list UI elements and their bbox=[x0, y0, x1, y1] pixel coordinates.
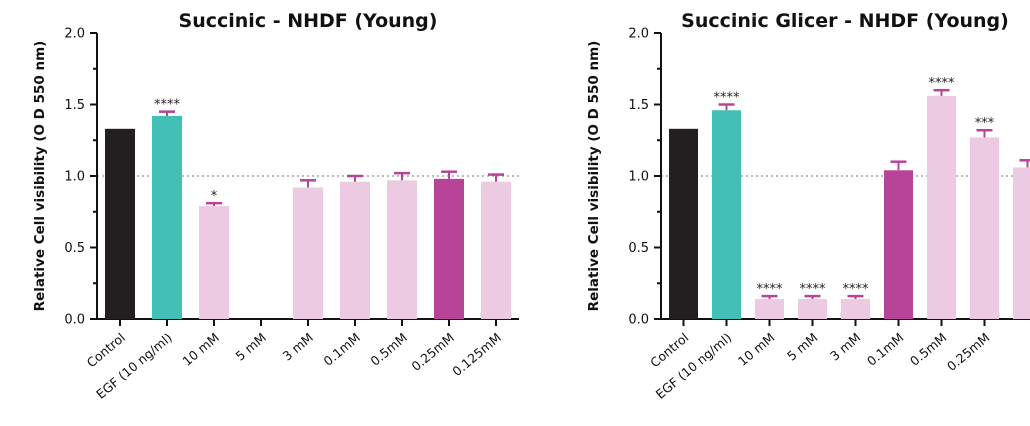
x-tick-label: 0.5mM bbox=[367, 330, 409, 369]
x-tick-label: 0.25mM bbox=[944, 330, 993, 374]
y-tick-label: 0.5 bbox=[628, 241, 649, 256]
y-tick-label: 0.5 bbox=[64, 241, 85, 256]
chart-succinic: Succinic - NHDF (Young) Relative Cell vis… bbox=[32, 10, 519, 402]
y-tick-label: 1.0 bbox=[64, 170, 85, 185]
significance-label: * bbox=[211, 189, 218, 204]
x-tick-label: 0.1mM bbox=[320, 330, 362, 369]
y-tick-label: 2.0 bbox=[628, 27, 649, 42]
x-tick-label: 10 mM bbox=[735, 330, 777, 369]
y-axis-label: Relative Cell visibility (O D 550 nm) bbox=[32, 41, 48, 312]
bar bbox=[798, 298, 827, 319]
significance-label: **** bbox=[154, 98, 181, 113]
bar bbox=[434, 178, 464, 319]
bar bbox=[841, 298, 870, 319]
bar bbox=[105, 128, 135, 319]
bar bbox=[293, 187, 323, 319]
chart-title: Succinic Glicer - NHDF (Young) bbox=[681, 10, 1009, 32]
x-tick-label: 5 mM bbox=[233, 330, 269, 364]
x-tick-label: 0.125mM bbox=[449, 330, 504, 379]
bar bbox=[712, 110, 741, 319]
bar bbox=[1013, 167, 1030, 319]
bar bbox=[927, 95, 956, 319]
x-tick-label: Control bbox=[84, 330, 128, 371]
significance-label: **** bbox=[843, 282, 870, 297]
bar bbox=[152, 115, 182, 319]
bar bbox=[199, 206, 229, 319]
x-tick-label: EGF (10 ng/ml) bbox=[653, 330, 735, 402]
significance-label: **** bbox=[929, 76, 956, 91]
chart-succinic-glicer: Succinic Glicer - NHDF (Young) Relative C… bbox=[586, 10, 1030, 402]
bar bbox=[669, 128, 698, 319]
y-tick-label: 1.0 bbox=[628, 170, 649, 185]
x-tick-label: 10 mM bbox=[179, 330, 221, 369]
y-tick-label: 1.5 bbox=[628, 98, 649, 113]
bar bbox=[340, 181, 370, 319]
bar bbox=[481, 181, 511, 319]
x-tick-label: 0.1mM bbox=[864, 330, 906, 369]
significance-label: **** bbox=[714, 91, 741, 106]
y-tick-label: 2.0 bbox=[64, 27, 85, 42]
significance-label: **** bbox=[757, 282, 784, 297]
x-tick-label: 3 mM bbox=[827, 330, 863, 364]
y-tick-label: 0.0 bbox=[628, 313, 649, 328]
significance-label: *** bbox=[975, 116, 995, 131]
bar bbox=[884, 170, 913, 319]
y-tick-label: 0.0 bbox=[64, 313, 85, 328]
bar bbox=[755, 298, 784, 319]
y-axis-label: Relative Cell visibility (O D 550 nm) bbox=[586, 41, 602, 312]
significance-label: **** bbox=[800, 282, 827, 297]
bar bbox=[387, 180, 417, 319]
bar bbox=[970, 137, 999, 319]
x-tick-label: 3 mM bbox=[280, 330, 316, 364]
chart-title: Succinic - NHDF (Young) bbox=[179, 10, 438, 32]
x-tick-label: 5 mM bbox=[784, 330, 820, 364]
y-tick-label: 1.5 bbox=[64, 98, 85, 113]
